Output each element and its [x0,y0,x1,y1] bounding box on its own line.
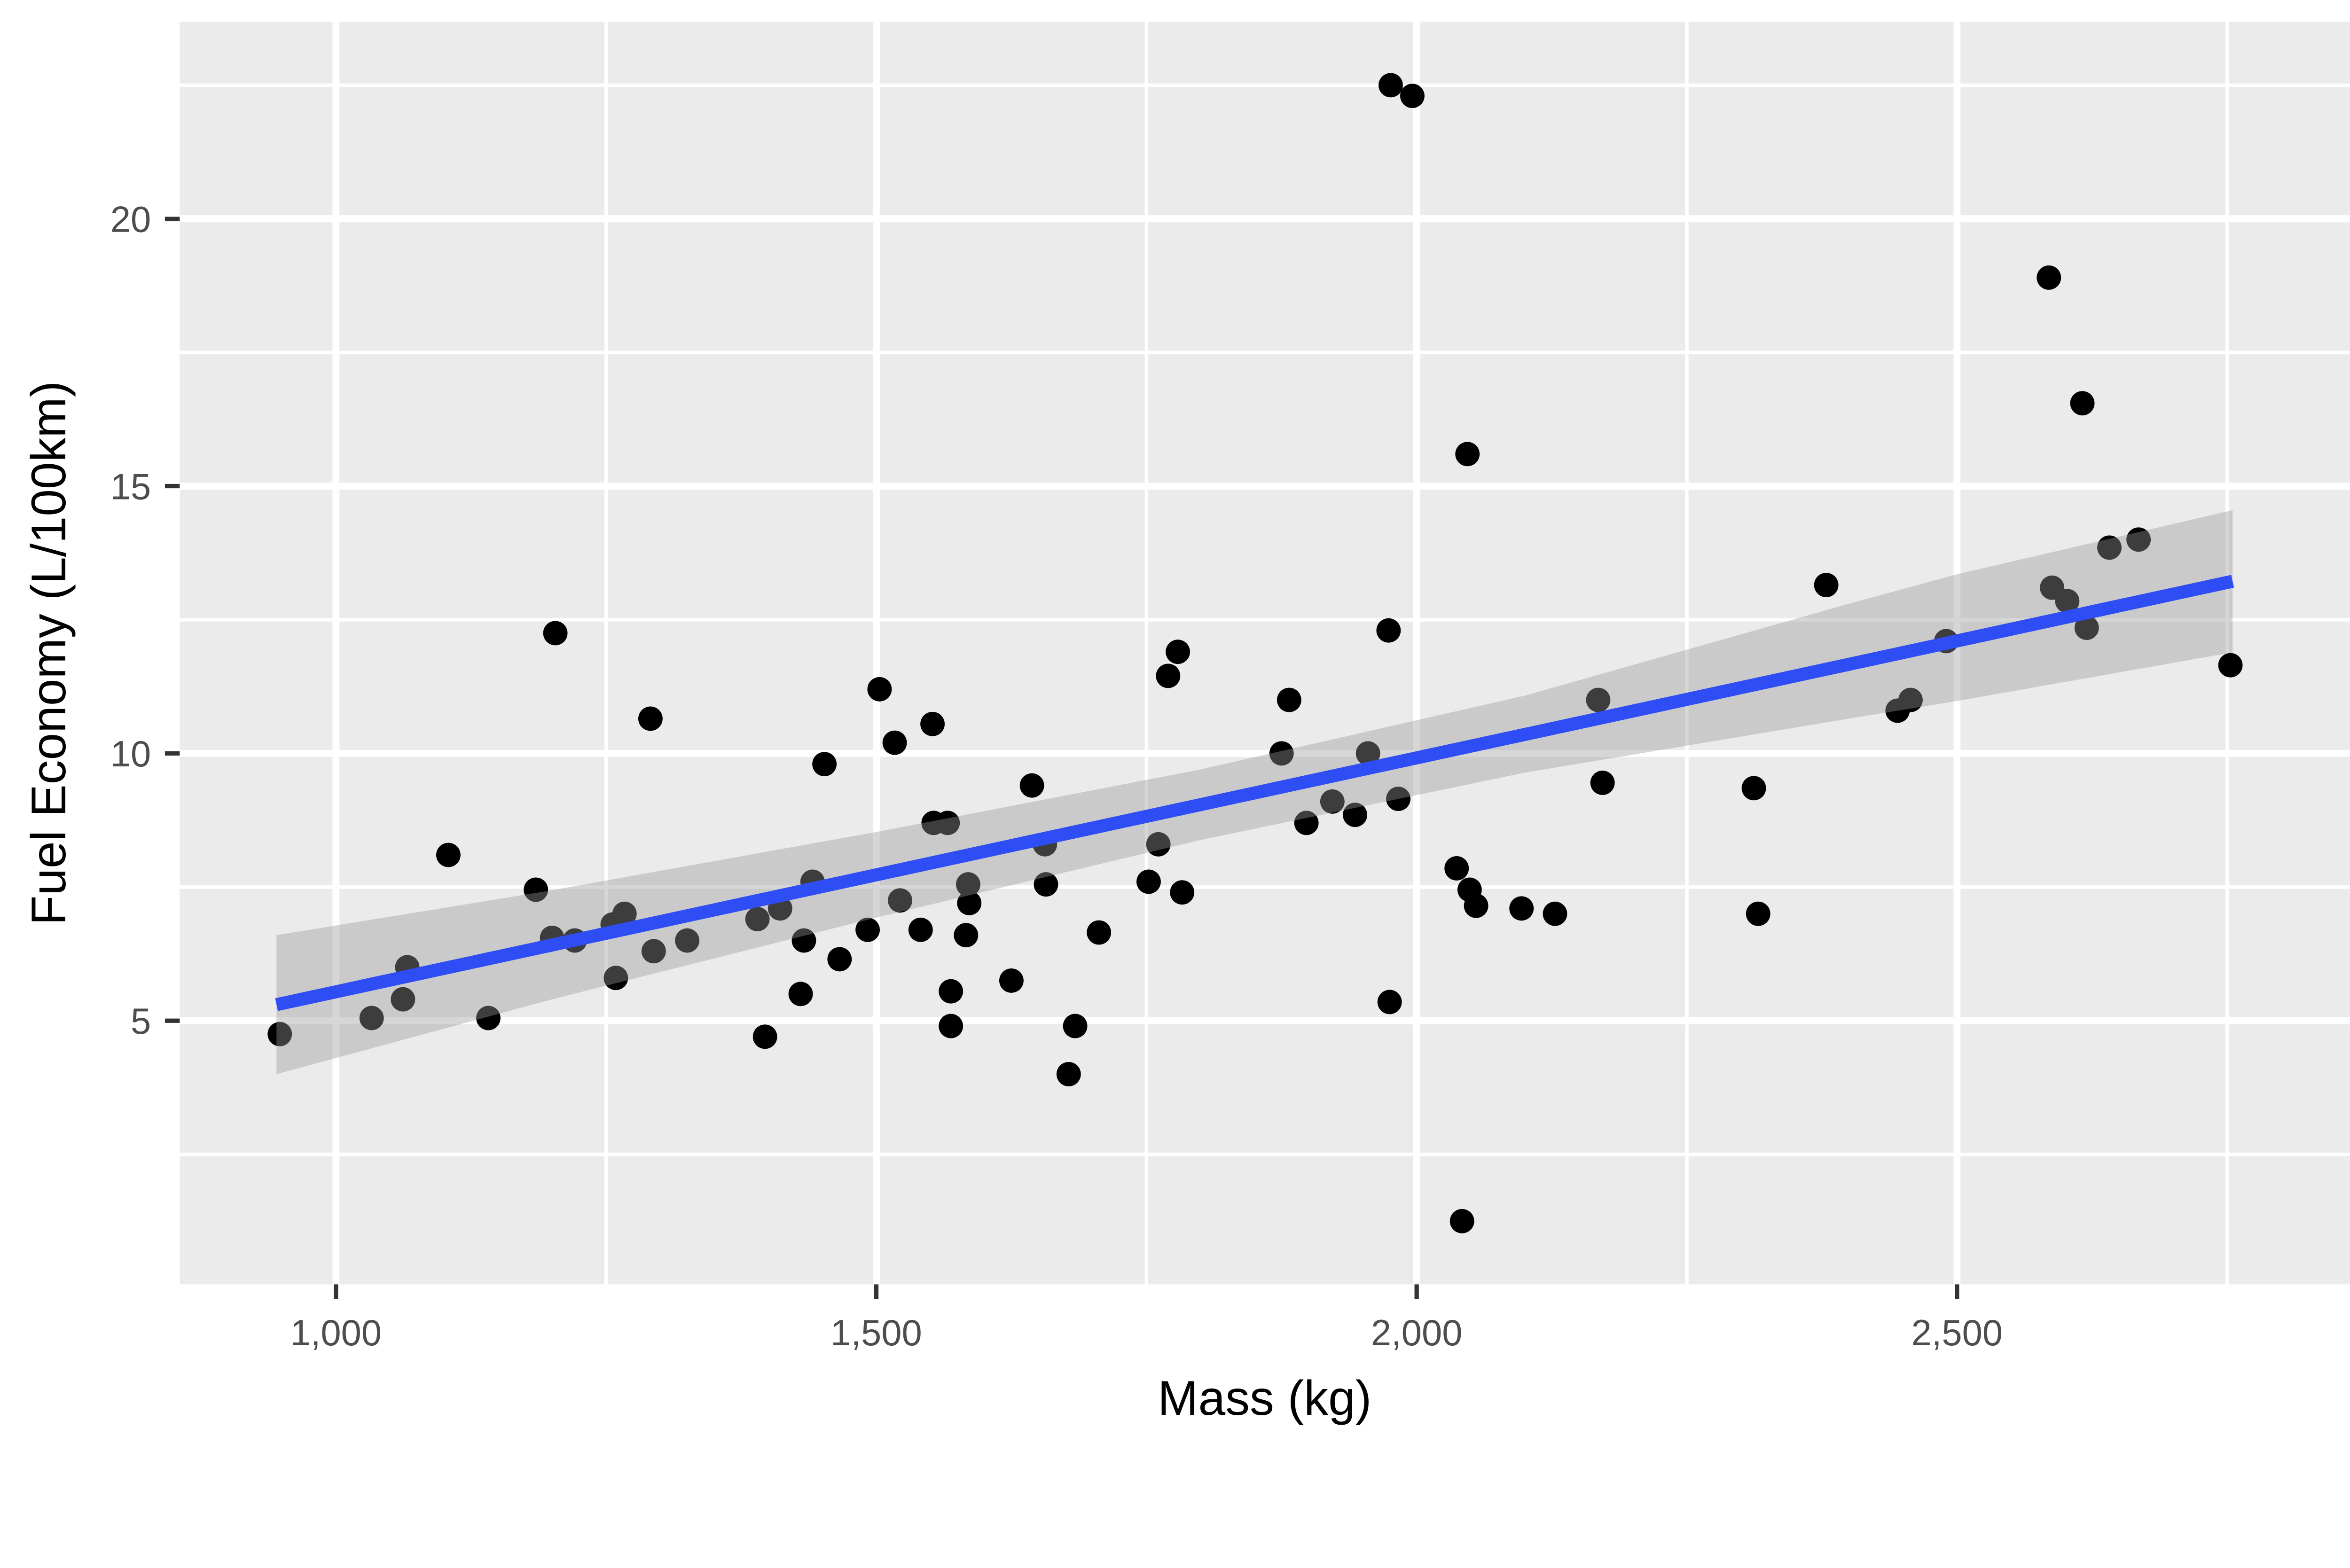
data-point [2218,653,2243,678]
y-tick-label: 20 [110,199,151,240]
data-point [867,677,892,702]
data-point [1543,901,1567,926]
data-point [920,711,945,736]
scatter-plot-figure: 1,000 1,500 2,000 2,500 5 10 15 20 Mass (kg) Fu… [21,22,2350,1426]
axis-tick-labels: 1,000 1,500 2,000 2,500 5 10 15 20 [110,199,2003,1353]
data-point [908,917,933,942]
data-point [1746,901,1770,926]
data-point [855,917,880,942]
data-point [638,706,663,731]
data-point [1386,787,1411,811]
data-point [612,901,637,926]
y-tick-label: 15 [110,467,151,507]
data-point [603,966,628,991]
data-point [543,621,568,646]
data-point [956,872,980,897]
data-point [1509,896,1534,921]
data-point [1063,1014,1088,1038]
data-point [2126,527,2151,552]
data-point [827,947,852,972]
data-point [1277,687,1301,712]
data-point [1898,687,1923,712]
data-point [1590,771,1615,795]
data-point [1156,663,1181,688]
data-point [1464,893,1488,918]
x-axis-title: Mass (kg) [1158,1371,1371,1425]
data-point [882,730,907,755]
minor-gridlines [180,22,2350,1285]
data-point [1087,920,1112,945]
data-point [391,987,415,1012]
data-point [745,907,770,931]
data-point [2074,616,2099,640]
data-point [1586,687,1611,712]
data-point [999,968,1024,993]
data-point [2097,535,2122,560]
y-tick-label: 5 [131,1001,151,1042]
major-gridlines [180,22,2350,1285]
fuel-economy-vs-mass-chart: 1,000 1,500 2,000 2,500 5 10 15 20 Mass (kg) Fu… [21,22,2350,1425]
data-point [939,1014,964,1038]
data-point [954,923,979,948]
data-point [641,939,666,964]
data-point [2037,265,2061,290]
data-point [2070,391,2095,416]
data-point [1455,442,1480,467]
data-point [1269,741,1294,766]
panel-background [180,22,2350,1285]
data-point [752,1024,777,1049]
data-point [1034,872,1058,897]
data-point [436,843,461,867]
data-point [1056,1062,1081,1086]
data-point [1136,869,1161,894]
data-point [1166,640,1190,664]
data-point [476,1006,501,1030]
axis-ticks [164,217,1959,1299]
data-point [791,928,816,953]
data-point [957,891,982,915]
data-point [1741,776,1766,801]
data-point [1294,811,1319,835]
data-point [1146,832,1171,857]
data-point [1449,1209,1474,1233]
trend-line [275,575,2234,1011]
data-point [1343,803,1368,827]
data-point [888,888,913,913]
scatter-points [267,73,2243,1233]
data-point [788,982,813,1006]
data-point [675,928,700,953]
x-tick-label: 2,500 [1911,1313,2003,1353]
x-tick-label: 1,500 [830,1313,922,1353]
data-point [935,811,960,835]
data-point [1355,741,1380,766]
data-point [1379,73,1403,98]
plot-panel [180,22,2350,1285]
data-point [1320,789,1345,814]
x-tick-label: 2,000 [1371,1313,1463,1353]
data-point [1377,990,1402,1014]
data-point [812,752,837,777]
y-tick-label: 10 [110,734,151,774]
data-point [1814,573,1839,597]
x-tick-label: 1,000 [290,1313,382,1353]
data-point [1400,84,1425,108]
data-point [359,1006,384,1030]
data-point [524,877,548,902]
data-point [2055,589,2080,614]
regression-line [275,575,2234,1011]
data-point [267,1022,292,1046]
data-point [1019,773,1044,798]
data-point [1444,856,1469,881]
data-point [939,979,964,1004]
data-point [1170,880,1195,905]
y-axis-title: Fuel Economy (L/100km) [21,381,76,925]
data-point [1376,618,1401,643]
